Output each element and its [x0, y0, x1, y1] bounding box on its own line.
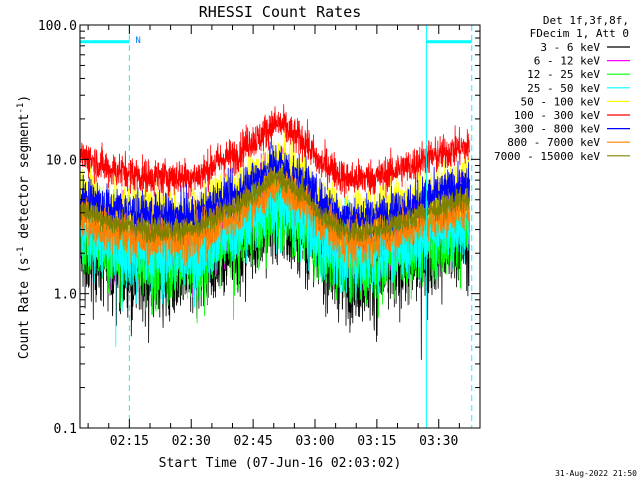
y-axis-title: Count Rate (s-1 detector segment-1): [16, 95, 32, 359]
y-tick-label-2: 10.0: [46, 153, 77, 168]
legend-label-1: 6 - 12 keV: [534, 55, 601, 68]
legend-header-line-2: FDecim 1, Att 0: [530, 27, 629, 40]
y-axis-title-sup-1: -1: [16, 247, 26, 258]
legend-label-8: 7000 - 15000 keV: [494, 150, 600, 163]
series-trace-5: [80, 104, 470, 200]
legend-label-6: 300 - 800 keV: [514, 123, 600, 136]
x-tick-label-0: 02:15: [110, 434, 149, 449]
y-tick-label-0: 0.1: [54, 422, 77, 437]
x-axis: 02:15 02:30 02:45 03:00 03:15 03:30: [87, 25, 481, 449]
y-axis-title-part-1: Count Rate (s: [17, 257, 32, 359]
x-tick-label-1: 02:30: [172, 434, 211, 449]
chart-title: RHESSI Count Rates: [199, 3, 362, 21]
x-axis-title: Start Time (07-Jun-16 02:03:02): [159, 456, 402, 471]
y-tick-label-1: 1.0: [54, 288, 77, 303]
legend-label-4: 50 - 100 keV: [521, 95, 601, 108]
legend-label-2: 12 - 25 keV: [527, 68, 600, 81]
series-trace-8: [80, 166, 470, 246]
series-trace-6: [80, 141, 470, 249]
y-axis-title-part-2: detector segment: [17, 114, 32, 247]
night-marker-label: N: [135, 36, 140, 46]
legend: Det 1f,3f,8f, FDecim 1, Att 0 3 - 6 keV6…: [494, 14, 630, 163]
legend-header-line-1: Det 1f,3f,8f,: [543, 14, 629, 27]
y-axis-title-part-3: ): [17, 95, 32, 103]
x-tick-label-4: 03:15: [357, 434, 396, 449]
y-axis-title-sup-2: -1: [16, 103, 26, 114]
x-tick-label-5: 03:30: [419, 434, 458, 449]
x-tick-label-3: 03:00: [295, 434, 334, 449]
plot-frame: [79, 24, 481, 429]
series-trace-7: [80, 168, 470, 271]
x-tick-label-2: 02:45: [234, 434, 273, 449]
series-layer: [80, 104, 470, 360]
legend-label-5: 100 - 300 keV: [514, 109, 600, 122]
y-axis: 0.1 1.0 10.0 100.0: [38, 19, 480, 437]
legend-label-0: 3 - 6 keV: [540, 41, 600, 54]
legend-label-3: 25 - 50 keV: [527, 82, 600, 95]
y-tick-label-3: 100.0: [38, 19, 77, 34]
footer-timestamp: 31-Aug-2022 21:50: [555, 469, 637, 478]
legend-label-7: 800 - 7000 keV: [507, 136, 600, 149]
